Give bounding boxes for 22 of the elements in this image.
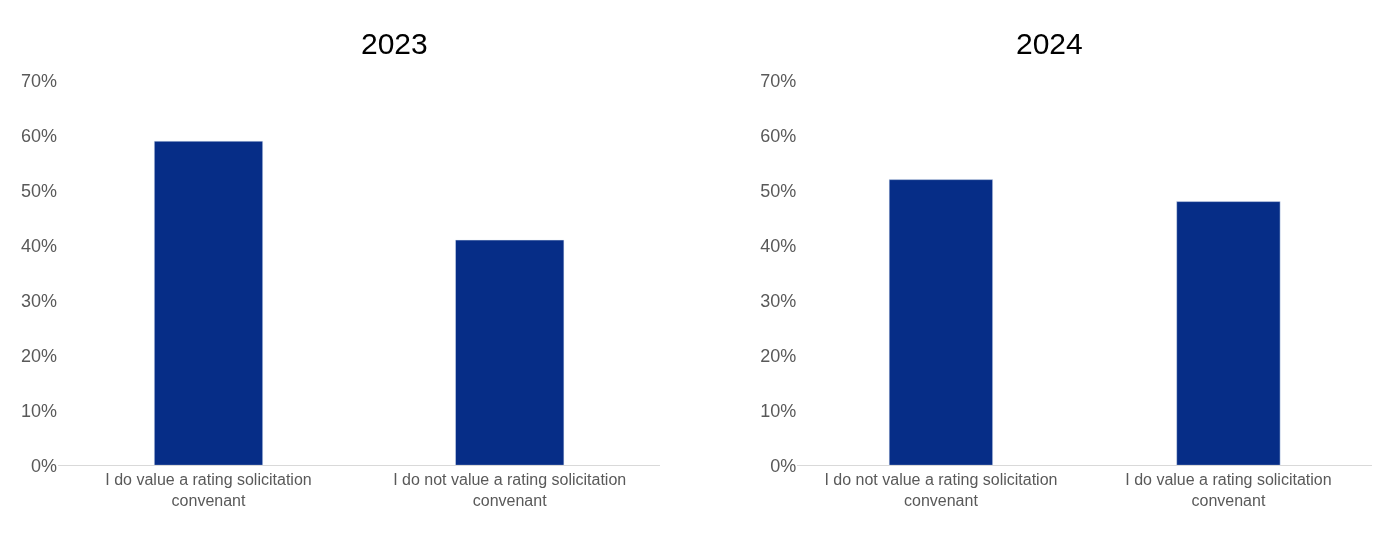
y-tick-label: 0% (30, 455, 57, 476)
y-tick-label: 10% (760, 400, 797, 421)
y-tick-label: 60% (20, 125, 57, 146)
y-tick-label: 70% (20, 71, 57, 92)
y-tick-label: 60% (760, 125, 797, 146)
y-tick-label: 20% (760, 345, 797, 366)
y-tick-label: 70% (760, 71, 797, 92)
y-tick-label: 50% (20, 180, 57, 201)
y-tick-label: 10% (20, 400, 57, 421)
y-tick-label: 30% (20, 290, 57, 311)
x-tick-label: I do value a rating solicitation convenant (105, 471, 312, 510)
y-tick-label: 20% (20, 345, 57, 366)
y-tick-label: 40% (760, 235, 797, 256)
chart-title: 2024 (1016, 27, 1083, 60)
y-tick-label: 50% (760, 180, 797, 201)
x-tick-label: I do value a rating solicitation convenant (1125, 471, 1332, 510)
x-tick-label: I do not value a rating solicitation convenant (824, 471, 1058, 510)
x-tick-label: I do not value a rating solicitation convenant (393, 471, 627, 510)
chart-title: 2023 (361, 27, 428, 60)
y-tick-label: 40% (20, 235, 57, 256)
y-tick-label: 0% (770, 455, 797, 476)
y-tick-label: 30% (760, 290, 797, 311)
